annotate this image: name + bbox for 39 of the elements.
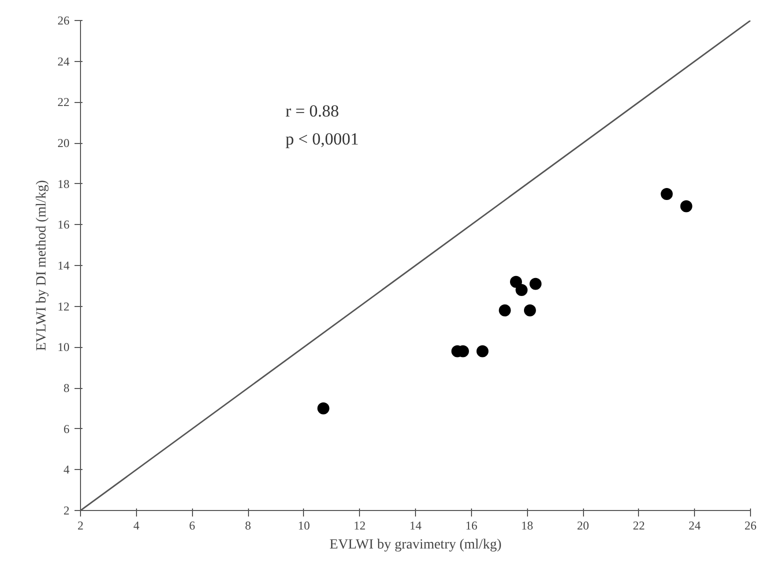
x-tick-label: 4: [133, 518, 140, 532]
x-tick-label: 24: [688, 518, 701, 532]
x-tick-label: 26: [744, 518, 756, 532]
y-tick-label: 6: [64, 422, 70, 436]
y-tick-label: 26: [58, 14, 70, 28]
y-tick-label: 22: [58, 95, 70, 110]
y-tick-label: 20: [58, 136, 70, 150]
y-axis-title: EVLWI by DI method (ml/kg): [34, 180, 50, 351]
y-tick-label: 10: [58, 340, 70, 354]
point: [516, 284, 528, 296]
x-tick-label: 10: [298, 518, 310, 532]
annotation: p < 0,0001: [286, 130, 359, 148]
x-tick-label: 12: [354, 518, 366, 532]
point: [317, 402, 330, 414]
annotation: r = 0.88: [286, 102, 339, 120]
y-tick-label: 2: [64, 504, 70, 518]
point: [476, 345, 488, 358]
point: [524, 304, 536, 316]
y-tick-label: 14: [58, 258, 70, 272]
point: [510, 276, 522, 288]
y-tick-label: 4: [64, 462, 70, 477]
x-tick-label: 16: [465, 518, 478, 532]
y-tick-label: 24: [58, 54, 70, 68]
y-tick-label: 16: [58, 218, 70, 232]
y-tick-label: 12: [58, 299, 70, 314]
x-tick-label: 20: [577, 518, 589, 532]
point: [660, 188, 673, 200]
x-axis-title: EVLWI by gravimetry (ml/kg): [330, 538, 502, 552]
x-tick-label: 2: [78, 518, 84, 532]
x-tick-label: 22: [632, 518, 645, 532]
point: [498, 304, 511, 316]
point: [680, 200, 692, 212]
x-tick-label: 14: [410, 518, 422, 532]
x-tick-label: 18: [521, 518, 534, 532]
x-tick-label: 8: [245, 518, 251, 532]
y-tick-label: 8: [64, 381, 70, 395]
y-tick-label: 18: [58, 176, 70, 191]
point: [530, 278, 542, 290]
x-tick-label: 6: [189, 518, 196, 532]
